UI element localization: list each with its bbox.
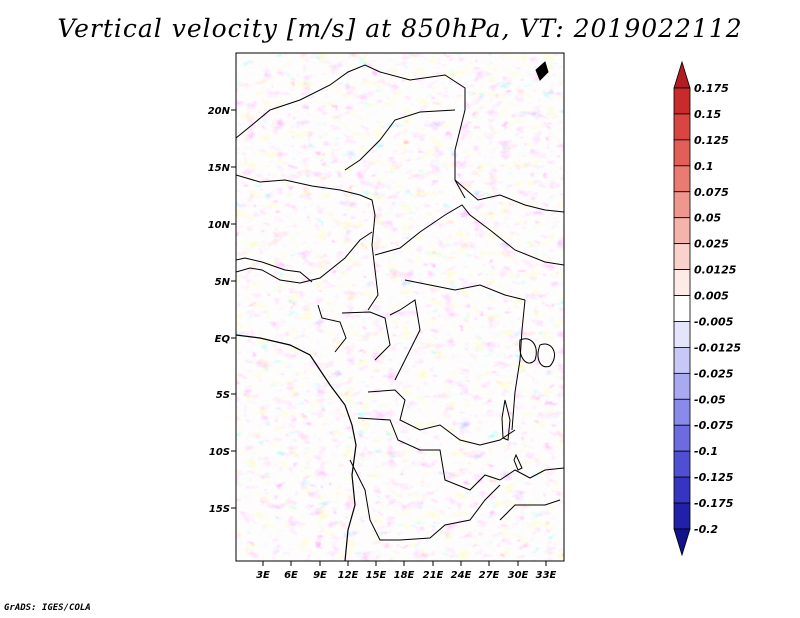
lat-label: 15N xyxy=(208,163,231,174)
lon-label: 6E xyxy=(284,570,298,581)
lon-label: 33E xyxy=(536,570,557,581)
lat-label: EQ xyxy=(215,334,231,345)
lon-label: 21E xyxy=(423,570,444,581)
colorbar-swatch xyxy=(673,269,691,296)
colorbar-label: -0.075 xyxy=(694,419,734,432)
lon-label: 15E xyxy=(366,570,387,581)
lat-label: 10S xyxy=(209,447,230,458)
lon-label: 24E xyxy=(451,570,472,581)
colorbar-label: -0.175 xyxy=(694,497,734,510)
colorbar-swatch xyxy=(673,424,691,452)
colorbar-label: -0.2 xyxy=(694,523,718,536)
colorbar-swatch xyxy=(673,476,691,504)
grads-credit: GrADS: IGES/COLA xyxy=(4,603,91,613)
colorbar-label: 0.05 xyxy=(694,212,721,225)
lat-label: 20N xyxy=(208,106,231,117)
colorbar-swatch xyxy=(673,243,691,270)
colorbar-swatch xyxy=(673,165,691,193)
lon-label: 9E xyxy=(313,570,327,581)
lon-label: 3E xyxy=(256,570,270,581)
colorbar-swatch xyxy=(673,321,691,348)
colorbar-label: 0.005 xyxy=(694,290,729,303)
colorbar-label: -0.025 xyxy=(694,367,734,380)
colorbar-min-arrow xyxy=(673,528,691,557)
lat-label: 10N xyxy=(208,220,231,231)
colorbar-label: 0.15 xyxy=(694,108,721,121)
colorbar-label: -0.125 xyxy=(694,471,734,484)
colorbar-swatch xyxy=(673,295,691,322)
colorbar-swatch xyxy=(673,113,691,141)
colorbar-label: -0.1 xyxy=(694,445,718,458)
colorbar-label: -0.0125 xyxy=(694,341,741,354)
lon-label: 27E xyxy=(479,570,500,581)
map-title: Vertical velocity [m/s] at 850hPa, VT: 2… xyxy=(57,14,743,43)
map-frame xyxy=(235,52,565,562)
colorbar-swatch xyxy=(673,450,691,478)
colorbar-swatch xyxy=(673,372,691,400)
colorbar: 0.175 0.15 0.125 0.1 0.075 0.05 0.025 0.0125 0.0… xyxy=(673,60,741,557)
lon-label: 30E xyxy=(508,570,529,581)
colorbar-swatch xyxy=(673,191,691,219)
colorbar-swatch xyxy=(673,217,691,245)
colorbar-swatch xyxy=(673,87,691,115)
colorbar-swatch xyxy=(673,139,691,167)
colorbar-label: 0.125 xyxy=(694,134,729,147)
colorbar-label: 0.1 xyxy=(694,160,714,173)
colorbar-label: -0.05 xyxy=(694,393,726,406)
lat-label: 5N xyxy=(215,277,231,288)
lat-label: 15S xyxy=(209,504,230,515)
colorbar-label: -0.005 xyxy=(694,315,734,328)
colorbar-swatch xyxy=(673,398,691,426)
colorbar-label: 0.0125 xyxy=(694,264,737,277)
colorbar-swatch xyxy=(673,347,691,374)
colorbar-label: 0.075 xyxy=(694,186,729,199)
lat-label: 5S xyxy=(216,390,230,401)
colorbar-swatch xyxy=(673,502,691,530)
lon-label: 18E xyxy=(394,570,415,581)
axis-ticks xyxy=(231,109,547,566)
colorbar-label: 0.025 xyxy=(694,238,729,251)
lon-label: 12E xyxy=(338,570,359,581)
colorbar-max-arrow xyxy=(673,60,691,89)
colorbar-label: 0.175 xyxy=(694,82,729,95)
country-borders xyxy=(236,61,564,561)
velocity-field xyxy=(236,53,564,561)
